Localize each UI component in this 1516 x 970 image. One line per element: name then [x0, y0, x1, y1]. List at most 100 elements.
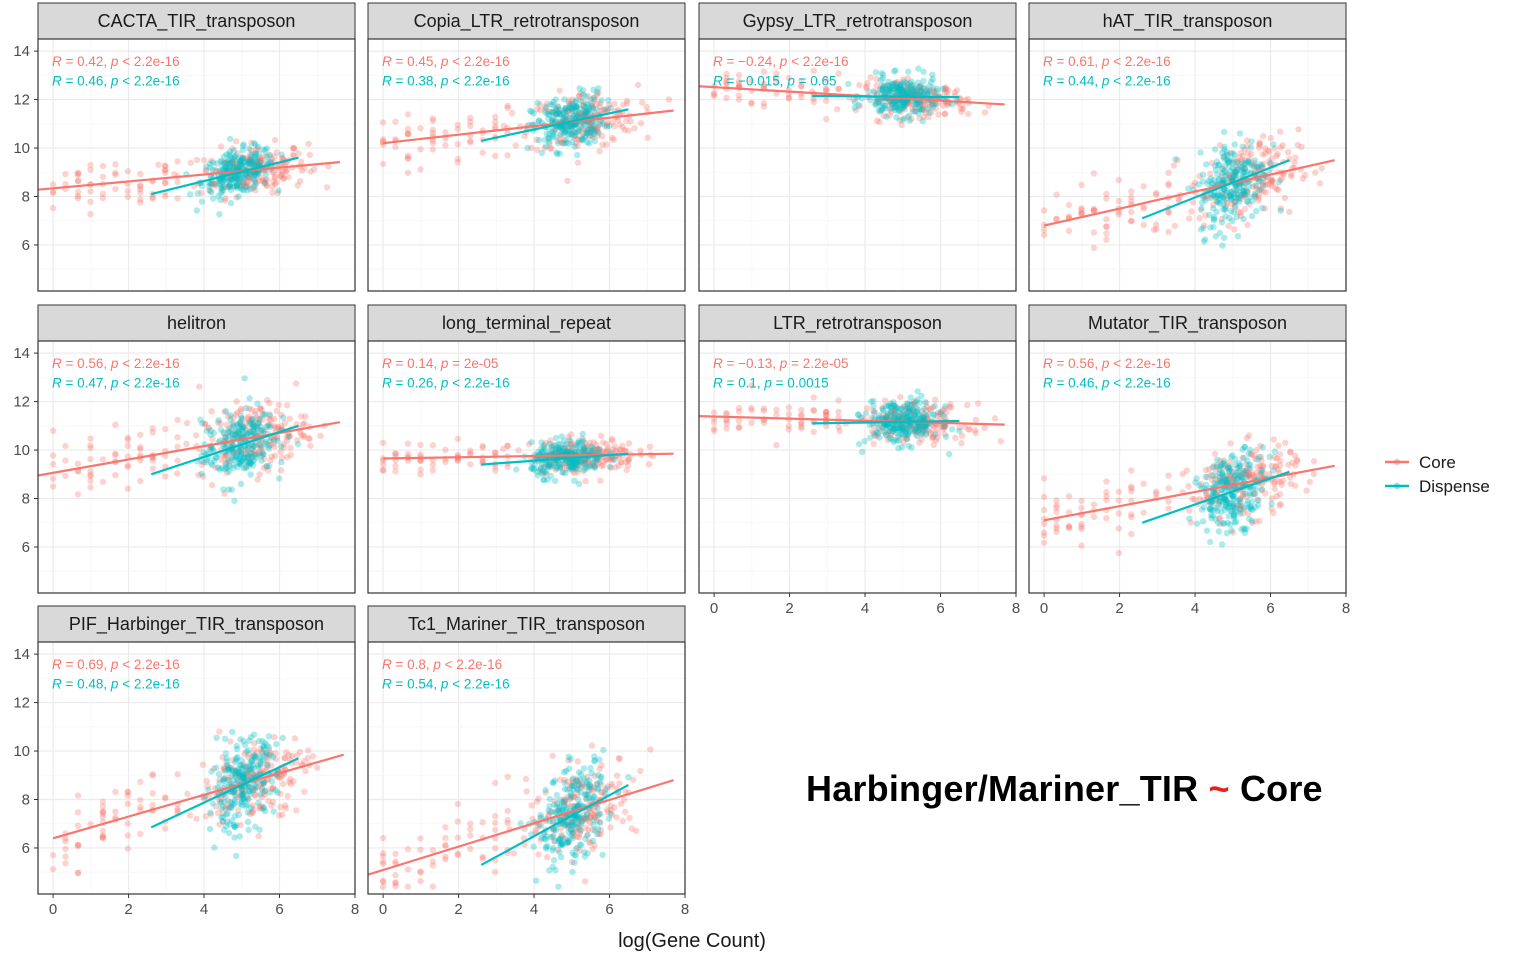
data-point-dispense [560, 130, 568, 137]
data-point-core [735, 423, 743, 431]
data-point-dispense [1253, 207, 1260, 215]
data-point-core [1276, 502, 1283, 509]
data-point-core [247, 157, 254, 164]
data-point-core [244, 156, 251, 164]
data-point-dispense [257, 159, 264, 166]
data-point-core [207, 187, 214, 195]
data-point-dispense [1258, 486, 1266, 493]
data-point-core [896, 103, 904, 111]
data-point-dispense [545, 138, 553, 145]
data-point-core [574, 758, 581, 765]
x-tick-label: 2 [1115, 600, 1123, 617]
data-point-core [1040, 506, 1048, 514]
data-point-core [162, 473, 169, 480]
data-point-core [137, 796, 144, 804]
data-point-core [1312, 169, 1319, 176]
y-tick-label: 6 [22, 840, 30, 857]
data-point-core [492, 845, 499, 852]
data-point-dispense [242, 404, 250, 412]
data-point-core [99, 190, 107, 197]
data-point-core [162, 193, 169, 200]
data-point-core [174, 443, 181, 450]
data-point-dispense [931, 402, 938, 410]
data-point-core [492, 152, 499, 160]
data-point-core [137, 189, 144, 197]
data-point-core [1128, 513, 1135, 521]
data-point-core [269, 183, 276, 191]
data-point-dispense [1232, 169, 1239, 176]
data-point-core [229, 159, 236, 166]
data-point-core [149, 772, 156, 779]
data-point-dispense [1248, 506, 1255, 513]
data-point-dispense [244, 818, 252, 825]
data-point-core [588, 129, 595, 137]
data-point-dispense [224, 457, 232, 464]
facet-strip [37, 2, 356, 40]
data-point-core [284, 792, 291, 800]
data-point-dispense [535, 137, 543, 144]
data-point-core [429, 467, 437, 474]
data-point-dispense [1221, 128, 1228, 135]
data-point-core [631, 125, 638, 132]
data-point-dispense [560, 123, 568, 130]
data-point-dispense [245, 158, 253, 166]
data-point-core [99, 478, 107, 485]
data-point-core [723, 77, 730, 85]
data-point-dispense [223, 811, 230, 818]
data-point-dispense [557, 125, 564, 132]
data-point-core [1115, 211, 1123, 218]
data-point-core [735, 92, 743, 99]
data-point-core [798, 406, 805, 414]
data-point-core [417, 166, 424, 173]
data-point-dispense [220, 166, 227, 173]
data-point-core [1183, 467, 1191, 474]
data-point-core [864, 79, 871, 87]
data-point-core [404, 130, 412, 137]
data-point-dispense [237, 455, 244, 463]
data-point-core [748, 99, 755, 107]
data-point-dispense [1251, 157, 1259, 164]
data-point-core [404, 155, 412, 162]
stat-label-dispense: R = −0.015, p = 0.65 [713, 74, 837, 89]
data-point-core [647, 746, 654, 753]
data-point-core [574, 159, 582, 166]
data-point-core [112, 185, 119, 193]
data-point-dispense [231, 154, 238, 161]
data-point-core [748, 77, 755, 85]
data-point-dispense [265, 445, 273, 452]
data-point-dispense [579, 137, 587, 144]
data-point-core [137, 431, 144, 438]
data-point-dispense [210, 159, 217, 166]
data-point-core [49, 189, 57, 197]
data-point-core [234, 163, 241, 170]
data-point-core [1115, 197, 1123, 205]
data-point-core [1288, 171, 1295, 178]
data-point-dispense [232, 767, 240, 775]
data-point-core [224, 159, 231, 166]
data-point-core [590, 125, 598, 133]
data-point-core [588, 100, 596, 107]
data-point-dispense [260, 804, 267, 811]
data-point-core [579, 97, 586, 105]
y-tick-label: 14 [13, 345, 30, 362]
data-point-core [567, 107, 574, 114]
data-point-core [553, 106, 560, 114]
facet-title: LTR_retrotransposon [773, 313, 942, 334]
data-point-core [479, 149, 486, 156]
data-point-core [892, 79, 899, 86]
data-point-core [905, 99, 912, 106]
data-point-core [974, 400, 982, 407]
data-point-core [239, 154, 247, 161]
data-point-dispense [265, 422, 273, 429]
data-point-core [272, 173, 279, 180]
data-point-core [1078, 497, 1085, 505]
data-point-core [467, 826, 474, 833]
data-point-dispense [566, 104, 574, 112]
data-point-dispense [221, 164, 228, 171]
data-point-core [504, 807, 511, 815]
data-point-dispense [236, 182, 243, 189]
data-point-core [1065, 227, 1073, 235]
data-point-dispense [1231, 141, 1239, 148]
data-point-dispense [1199, 171, 1207, 178]
data-point-dispense [585, 106, 592, 114]
